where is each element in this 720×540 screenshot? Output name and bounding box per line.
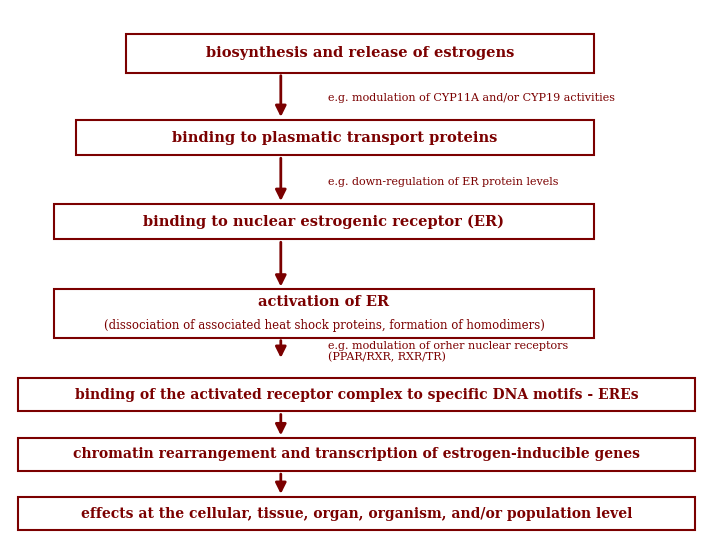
Text: effects at the cellular, tissue, organ, organism, and/or population level: effects at the cellular, tissue, organ, … bbox=[81, 507, 632, 521]
Text: binding to plasmatic transport proteins: binding to plasmatic transport proteins bbox=[172, 131, 498, 145]
Text: biosynthesis and release of estrogens: biosynthesis and release of estrogens bbox=[206, 46, 514, 60]
Text: e.g. modulation of orher nuclear receptors
(PPAR/RXR, RXR/TR): e.g. modulation of orher nuclear recepto… bbox=[328, 341, 568, 362]
FancyBboxPatch shape bbox=[54, 204, 594, 239]
Text: e.g. down-regulation of ER protein levels: e.g. down-regulation of ER protein level… bbox=[328, 177, 558, 187]
FancyBboxPatch shape bbox=[54, 289, 594, 338]
Text: (dissociation of associated heat shock proteins, formation of homodimers): (dissociation of associated heat shock p… bbox=[104, 319, 544, 332]
FancyBboxPatch shape bbox=[76, 120, 594, 156]
FancyBboxPatch shape bbox=[18, 438, 695, 471]
FancyBboxPatch shape bbox=[18, 497, 695, 530]
Text: binding to nuclear estrogenic receptor (ER): binding to nuclear estrogenic receptor (… bbox=[143, 214, 505, 229]
Text: binding of the activated receptor complex to specific DNA motifs - EREs: binding of the activated receptor comple… bbox=[75, 388, 638, 402]
Text: chromatin rearrangement and transcription of estrogen-inducible genes: chromatin rearrangement and transcriptio… bbox=[73, 448, 640, 461]
FancyBboxPatch shape bbox=[126, 35, 594, 72]
Text: activation of ER: activation of ER bbox=[258, 295, 390, 309]
Text: e.g. modulation of CYP11A and/or CYP19 activities: e.g. modulation of CYP11A and/or CYP19 a… bbox=[328, 93, 615, 103]
FancyBboxPatch shape bbox=[18, 378, 695, 411]
